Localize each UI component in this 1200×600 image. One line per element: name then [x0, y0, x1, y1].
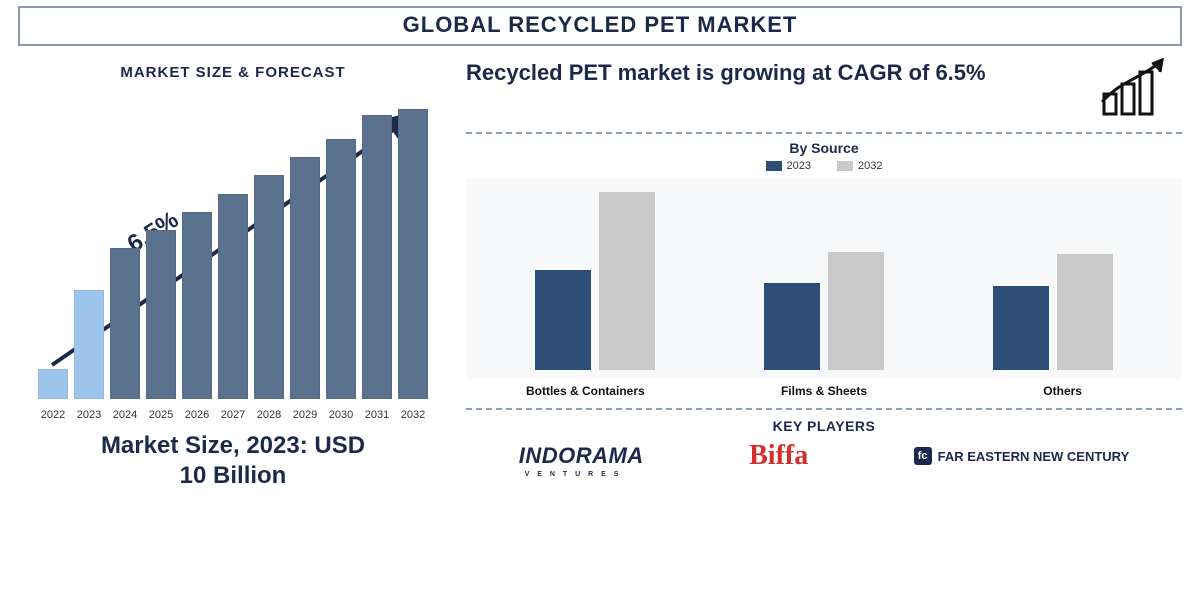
forecast-xlabel: 2025	[146, 409, 176, 421]
forecast-section-label: MARKET SIZE & FORECAST	[18, 64, 448, 81]
player-indorama: INDORAMA V E N T U R E S	[519, 443, 644, 469]
source-chart	[466, 178, 1182, 378]
forecast-bar	[182, 212, 212, 399]
headline-row: Recycled PET market is growing at CAGR o…	[466, 58, 1182, 122]
source-bar-2032	[1057, 254, 1113, 370]
divider-top	[466, 132, 1182, 134]
market-size-text: Market Size, 2023: USD 10 Billion	[18, 431, 448, 491]
player-indorama-name: INDORAMA	[519, 443, 644, 469]
source-bar-2023	[764, 283, 820, 370]
forecast-bar	[218, 194, 248, 399]
page-title: GLOBAL RECYCLED PET MARKET	[18, 6, 1182, 46]
forecast-bars-container	[18, 109, 448, 399]
growth-chart-icon	[1096, 58, 1182, 118]
forecast-bar	[254, 175, 284, 399]
source-bar-2023	[535, 270, 591, 370]
source-bar-2032	[828, 252, 884, 370]
market-size-line2: 10 Billion	[180, 462, 287, 489]
market-size-line1: Market Size, 2023: USD	[101, 432, 365, 459]
source-xlabel: Others	[993, 384, 1133, 398]
source-xlabels: Bottles & Containers Films & Sheets Others	[466, 384, 1182, 398]
source-group	[993, 254, 1113, 370]
forecast-bar	[398, 109, 428, 399]
player-fec: fc FAR EASTERN NEW CENTURY	[914, 447, 1130, 465]
forecast-xlabel: 2024	[110, 409, 140, 421]
key-players-title: KEY PLAYERS	[466, 418, 1182, 434]
forecast-xlabel: 2030	[326, 409, 356, 421]
source-bar-2032	[599, 192, 655, 370]
source-bar-2023	[993, 286, 1049, 370]
forecast-bar	[146, 230, 176, 399]
player-fec-name: FAR EASTERN NEW CENTURY	[938, 449, 1130, 464]
source-xlabel: Bottles & Containers	[515, 384, 655, 398]
left-column: MARKET SIZE & FORECAST 6.5% 202220232024…	[18, 58, 448, 578]
forecast-bar	[74, 290, 104, 399]
forecast-xlabel: 2023	[74, 409, 104, 421]
main-columns: MARKET SIZE & FORECAST 6.5% 202220232024…	[18, 58, 1182, 578]
player-indorama-sub: V E N T U R E S	[525, 471, 622, 478]
forecast-bar	[362, 115, 392, 399]
forecast-xlabel: 2022	[38, 409, 68, 421]
player-biffa-name: Biffa	[749, 440, 808, 472]
forecast-bar	[110, 248, 140, 399]
forecast-xlabel: 2031	[362, 409, 392, 421]
right-column: Recycled PET market is growing at CAGR o…	[466, 58, 1182, 578]
forecast-xlabel: 2026	[182, 409, 212, 421]
key-players-row: INDORAMA V E N T U R E S Biffa fc FAR EA…	[466, 440, 1182, 472]
headline-text: Recycled PET market is growing at CAGR o…	[466, 58, 1084, 88]
forecast-bar	[326, 139, 356, 399]
source-legend: 2023 2032	[466, 160, 1182, 172]
forecast-xlabel: 2027	[218, 409, 248, 421]
forecast-xlabel: 2028	[254, 409, 284, 421]
source-group	[764, 252, 884, 370]
divider-bottom	[466, 408, 1182, 410]
forecast-xlabel: 2032	[398, 409, 428, 421]
forecast-bar	[290, 157, 320, 399]
source-xlabel: Films & Sheets	[754, 384, 894, 398]
player-biffa: Biffa	[749, 440, 808, 472]
forecast-chart: 6.5% 20222023202420252026202720282029203…	[18, 91, 448, 421]
forecast-bar	[38, 369, 68, 399]
legend-item-2032: 2032	[837, 160, 882, 172]
forecast-xlabel: 2029	[290, 409, 320, 421]
fec-logo-icon: fc	[914, 447, 932, 465]
source-chart-title: By Source	[466, 140, 1182, 156]
forecast-xlabels: 2022 2023 2024 2025 2026 2027 2028 2029 2030 2031…	[18, 409, 448, 421]
legend-item-2023: 2023	[766, 160, 811, 172]
source-group	[535, 192, 655, 370]
